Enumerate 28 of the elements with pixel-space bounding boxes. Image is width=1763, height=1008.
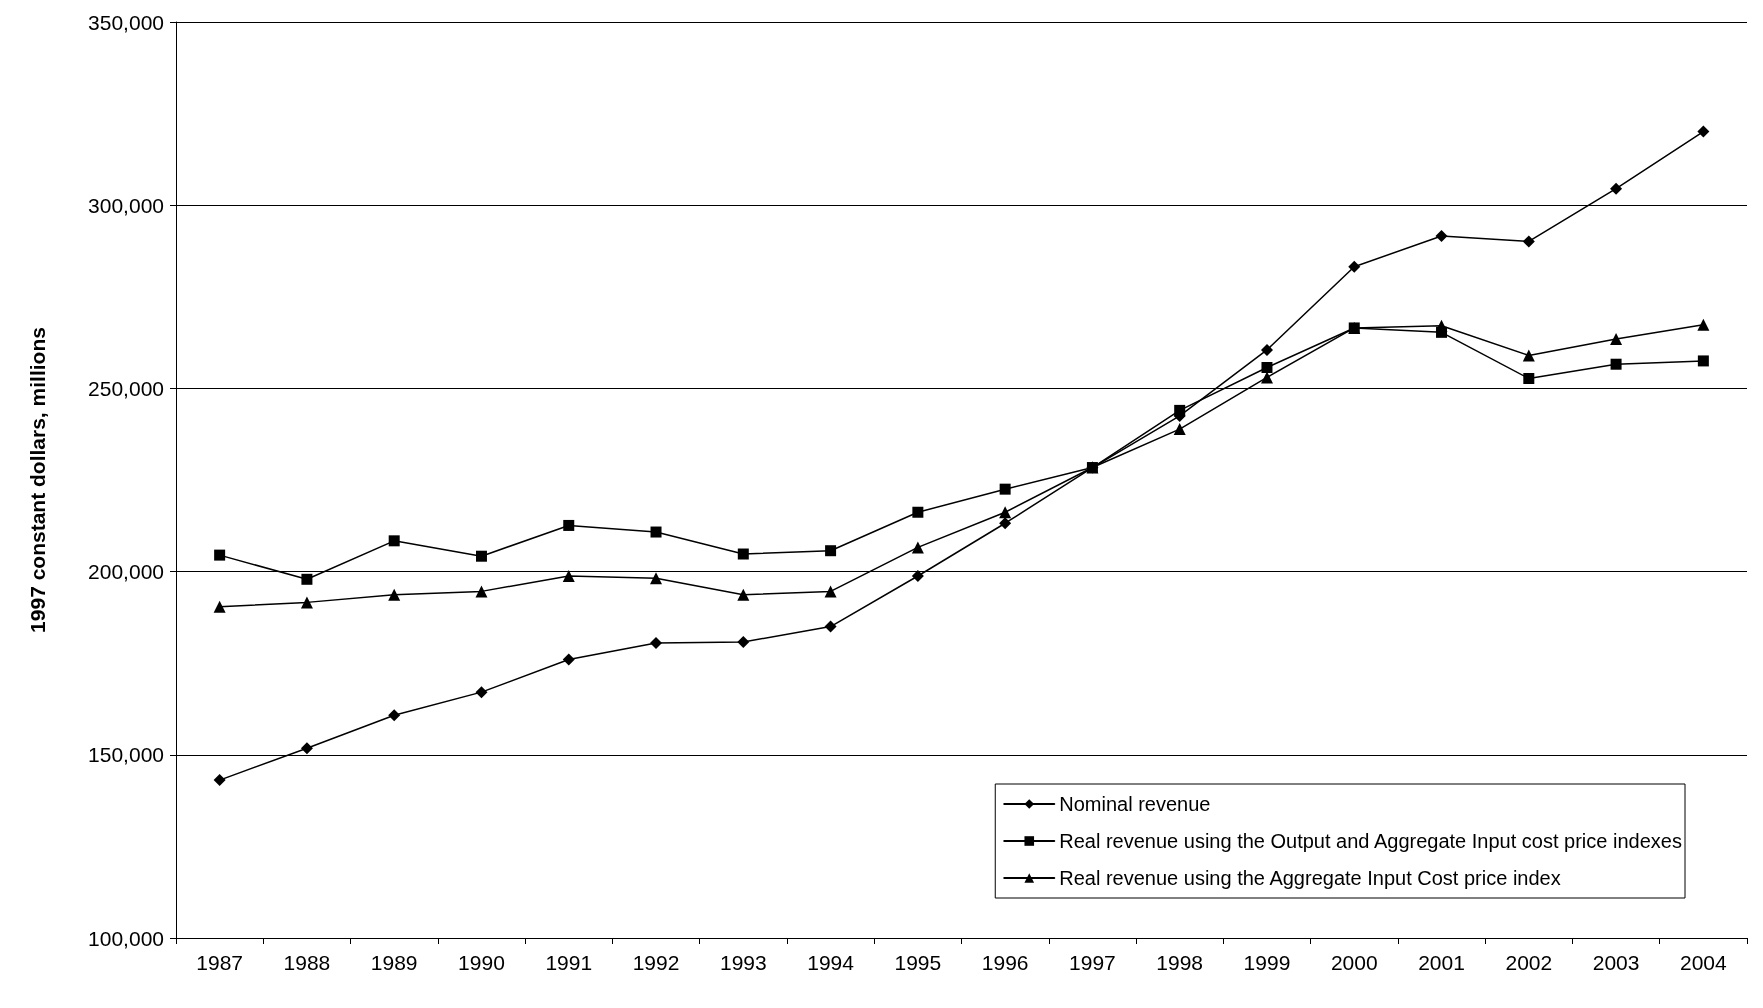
x-tick-label: 1994 <box>807 951 855 974</box>
x-tick-label: 1987 <box>196 951 243 974</box>
x-tick-label: 2000 <box>1330 951 1378 974</box>
x-tick-label: 1990 <box>458 951 505 974</box>
x-tick-label: 1999 <box>1243 951 1291 974</box>
y-axis-title: 1997 constant dollars, millions <box>26 327 49 633</box>
x-tick-label: 1998 <box>1156 951 1204 974</box>
y-tick-label: 300,000 <box>88 193 164 217</box>
y-tick-label: 250,000 <box>88 376 164 400</box>
x-tick-label: 1993 <box>719 951 767 974</box>
x-tick-label: 2002 <box>1505 951 1553 974</box>
x-tick-label: 1989 <box>370 951 418 974</box>
x-tick-label: 2003 <box>1592 951 1640 974</box>
x-tick-label: 1992 <box>632 951 680 974</box>
x-tick-label: 1997 <box>1069 951 1116 974</box>
x-tick-label: 1988 <box>283 951 331 974</box>
y-tick-label: 200,000 <box>88 560 164 584</box>
x-tick-label: 2001 <box>1418 951 1465 974</box>
legend-label: Nominal revenue <box>1059 793 1211 815</box>
x-tick-label: 1995 <box>894 951 942 974</box>
y-tick-label: 100,000 <box>88 926 164 950</box>
y-tick-label: 350,000 <box>88 10 164 34</box>
x-tick-label: 1991 <box>545 951 593 974</box>
y-tick-label: 150,000 <box>88 743 164 767</box>
x-tick-label: 1996 <box>981 951 1029 974</box>
legend-label: Real revenue using the Output and Aggregate Input cost price indexes <box>1059 830 1682 852</box>
legend-label: Real revenue using the Aggregate Input Cost price index <box>1059 867 1561 889</box>
x-tick-label: 2004 <box>1680 951 1728 974</box>
